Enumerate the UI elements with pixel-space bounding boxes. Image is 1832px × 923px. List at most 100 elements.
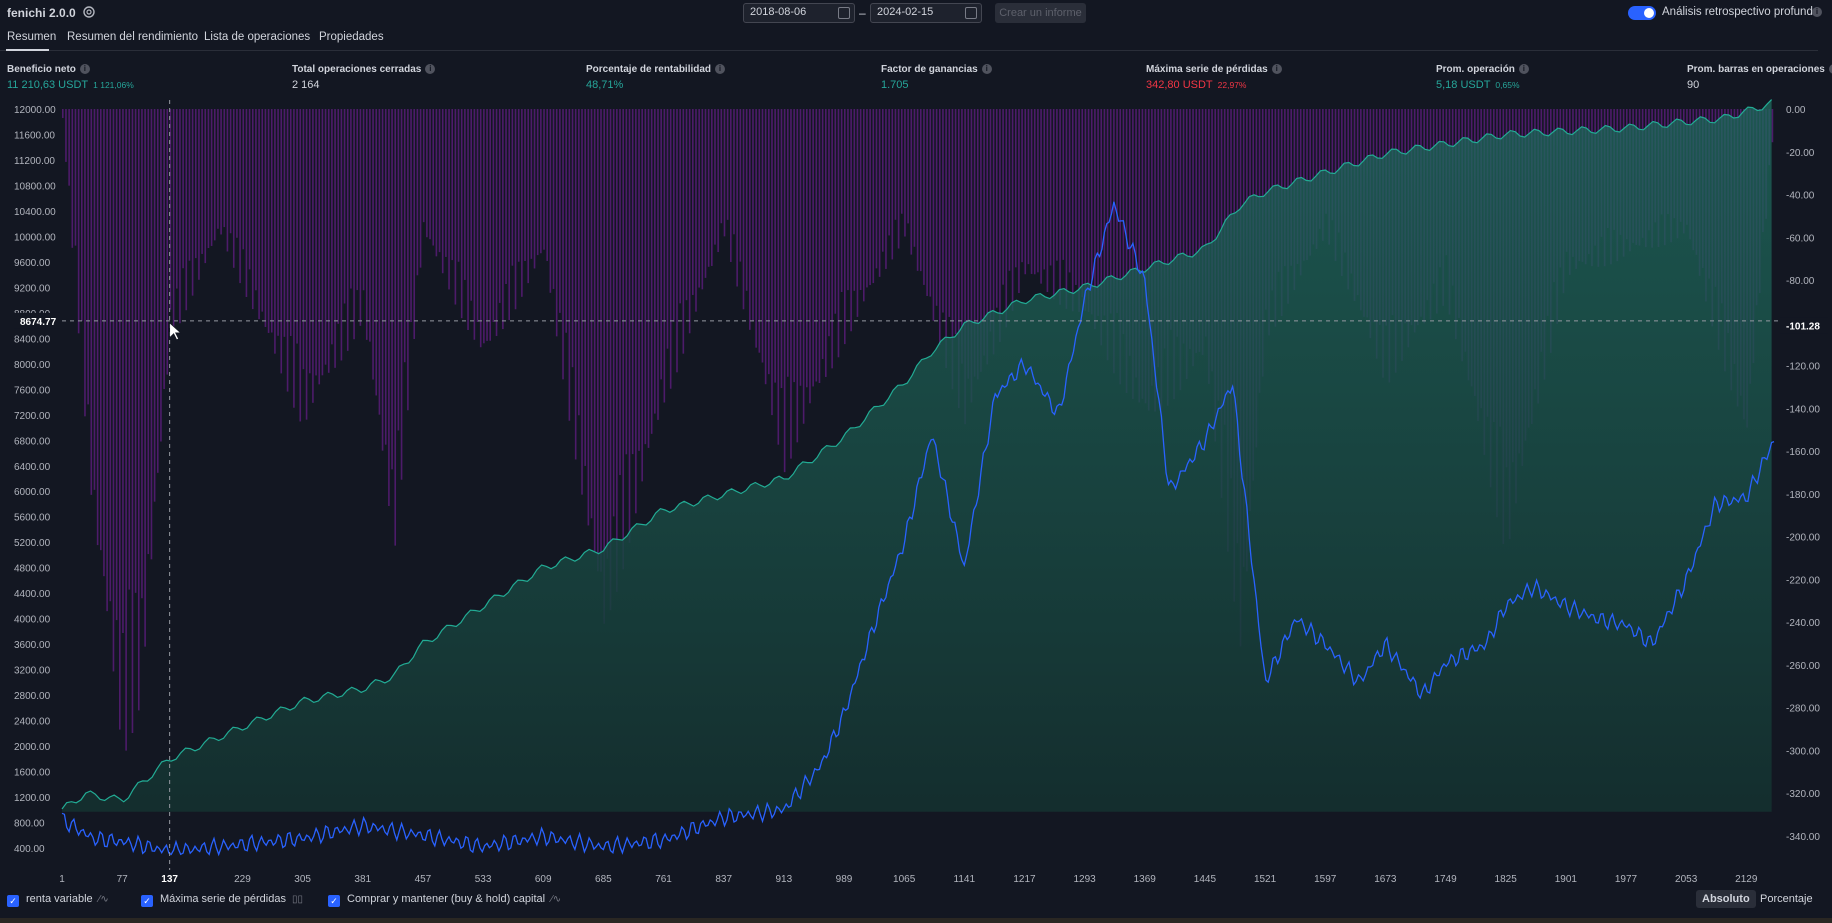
- drawdown-bar: [141, 109, 143, 599]
- calendar-icon[interactable]: [965, 7, 977, 19]
- info-icon[interactable]: i: [79, 64, 90, 74]
- right-tick-label: -101.28: [1786, 322, 1820, 333]
- info-icon[interactable]: i: [1828, 64, 1832, 74]
- drawdown-bar: [549, 109, 552, 293]
- tab-lista-operaciones[interactable]: Lista de operaciones: [204, 31, 311, 43]
- strategy-name: fenichi 2.0.0: [7, 6, 76, 20]
- date-from-input[interactable]: 2018-08-06: [743, 3, 855, 23]
- drawdown-bar: [198, 109, 200, 280]
- drawdown-bar: [635, 109, 637, 514]
- drawdown-bar: [910, 109, 913, 255]
- drawdown-bar: [574, 109, 577, 460]
- checkbox-max-drawdown[interactable]: ✓: [141, 895, 153, 907]
- drawdown-bar: [280, 109, 283, 374]
- info-icon[interactable]: i: [981, 64, 992, 74]
- drawdown-bar: [837, 109, 840, 358]
- date-to-input[interactable]: 2024-02-15: [870, 3, 982, 23]
- legend-item-renta-variable[interactable]: ✓ renta variable ⁄∿: [7, 893, 109, 907]
- drawdown-bar: [1056, 109, 1058, 261]
- info-icon[interactable]: i: [1812, 7, 1822, 17]
- legend-item-buy-hold[interactable]: ✓ Comprar y mantener (buy & hold) capital…: [328, 893, 561, 907]
- drawdown-bar: [660, 109, 662, 380]
- drawdown-bar: [1204, 109, 1207, 337]
- tab-resumen-rendimiento[interactable]: Resumen del rendimiento: [67, 31, 199, 43]
- drawdown-bar: [369, 109, 371, 342]
- create-report-button[interactable]: Crear un informe: [995, 3, 1086, 23]
- buy-hold-line: [61, 201, 1775, 857]
- drawdown-bar: [1014, 109, 1017, 268]
- right-tick-label: -320.00: [1786, 789, 1820, 800]
- drawdown-bar: [723, 109, 726, 237]
- right-tick-label: -40.00: [1786, 191, 1815, 202]
- x-tick-label: 533: [475, 874, 492, 885]
- drawdown-bar: [134, 109, 137, 593]
- drawdown-bar: [103, 109, 105, 577]
- drawdown-bar: [1119, 109, 1122, 385]
- drawdown-bar: [350, 109, 352, 289]
- drawdown-bar: [1071, 109, 1074, 312]
- drawdown-bar: [1059, 109, 1061, 305]
- drawdown-bar: [745, 109, 748, 291]
- equity-area: [62, 99, 1772, 812]
- drawdown-bar: [631, 109, 634, 455]
- drawdown-bar: [1094, 109, 1096, 330]
- legend-item-max-drawdown[interactable]: ✓ Máxima serie de pérdidas ▯▯: [141, 893, 303, 907]
- checkbox-renta-variable[interactable]: ✓: [7, 895, 19, 907]
- percentage-button[interactable]: Porcentaje: [1760, 893, 1813, 905]
- drawdown-bar: [622, 109, 624, 570]
- buy-hold-series: [61, 201, 1775, 857]
- x-tick-label: 1749: [1434, 874, 1457, 885]
- drawdown-bar: [1144, 109, 1147, 404]
- drawdown-bar: [166, 109, 169, 375]
- drawdown-bar: [954, 109, 957, 335]
- drawdown-bar: [286, 109, 289, 392]
- tab-propiedades[interactable]: Propiedades: [319, 31, 384, 43]
- toggle-knob: [1644, 8, 1654, 18]
- metric-value: 2 164: [292, 79, 320, 91]
- right-tick-label: 0.00: [1786, 105, 1806, 116]
- x-tick-label: 457: [415, 874, 432, 885]
- drawdown-bar: [84, 109, 86, 417]
- info-icon[interactable]: i: [1271, 64, 1282, 74]
- drawdown-bar: [733, 109, 735, 235]
- drawdown-bar: [628, 109, 631, 543]
- left-tick-label: 7600.00: [14, 385, 51, 396]
- info-icon[interactable]: i: [1518, 64, 1529, 74]
- gear-icon[interactable]: [82, 5, 96, 19]
- deep-backtest-toggle[interactable]: [1628, 6, 1656, 20]
- x-tick-label: 2129: [1735, 874, 1758, 885]
- checkbox-buy-hold[interactable]: ✓: [328, 895, 340, 907]
- x-tick-label: 1065: [893, 874, 916, 885]
- drawdown-bar: [118, 109, 121, 730]
- drawdown-bar: [869, 109, 871, 286]
- drawdown-bar: [1154, 109, 1156, 412]
- legend-label: Máxima serie de pérdidas: [160, 893, 286, 905]
- left-tick-label: 800.00: [14, 819, 45, 830]
- info-icon[interactable]: i: [715, 64, 726, 74]
- drawdown-bar: [777, 109, 780, 445]
- x-tick-label: 761: [655, 874, 672, 885]
- drawdown-bar: [986, 109, 989, 365]
- absolute-button[interactable]: Absoluto: [1696, 890, 1756, 908]
- x-tick-label: 609: [535, 874, 552, 885]
- drawdown-bar: [422, 109, 425, 223]
- left-price-axis: 12000.00 11600.00 11200.00 10800.00 10400.00…: [14, 105, 56, 855]
- drawdown-bar: [562, 109, 564, 380]
- right-tick-label: -160.00: [1786, 447, 1820, 458]
- calendar-icon[interactable]: [838, 7, 850, 19]
- metric-sub: 22,97%: [1217, 80, 1247, 90]
- x-tick-label: 837: [715, 874, 732, 885]
- info-icon[interactable]: i: [425, 64, 436, 74]
- drawdown-bar: [726, 109, 729, 220]
- drawdown-bar: [204, 109, 207, 264]
- drawdown-bar: [397, 109, 400, 431]
- date-from-value: 2018-08-06: [750, 6, 807, 18]
- drawdown-bar: [1201, 109, 1204, 355]
- drawdown-bar: [99, 109, 102, 551]
- drawdown-bar: [378, 109, 381, 415]
- drawdown-bar: [856, 109, 859, 317]
- metric-value: 11 210,63 USDT: [7, 79, 89, 91]
- equity-chart[interactable]: 12000.0011600.0011200.0010800.0010400.00…: [0, 95, 1832, 887]
- tab-resumen[interactable]: Resumen: [7, 31, 57, 43]
- drawdown-bar: [818, 109, 821, 384]
